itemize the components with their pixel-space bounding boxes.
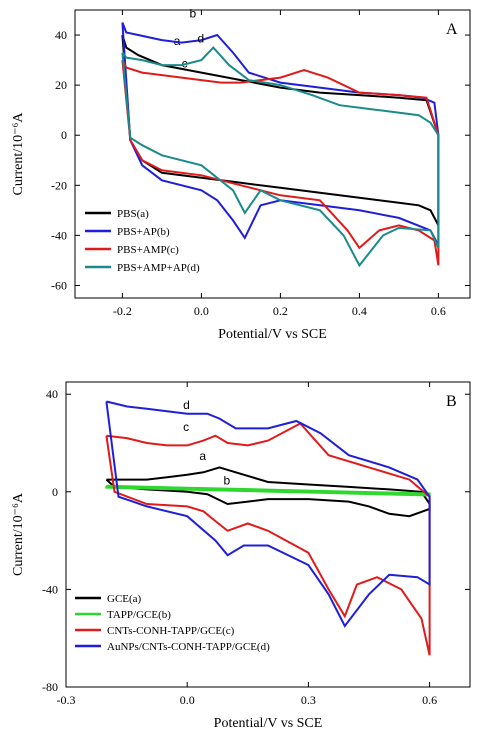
legend-entry: PBS(a) [117,208,149,220]
legend-entry: TAPP/GCE(b) [107,609,171,621]
x-axis-title: Potential/V vs SCE [214,716,323,731]
x-tick-label: 0.3 [301,693,316,707]
plot-frame [74,9,471,299]
plot-frame [65,381,471,688]
x-tick-label: 0.0 [194,304,209,318]
legend-entry: PBS+AMP(c) [117,244,179,256]
panel-label: A [446,21,458,38]
panel-a: -0.2 0.0 0.2 0.4 0.6 -60 -40 -20 0 20 40 Potential/… [11,7,471,342]
series-line-c [121,59,440,266]
curve-label-a: a [199,449,206,463]
y-tick-label: -40 [51,228,67,242]
legend-entry: PBS+AP(b) [117,226,170,238]
series-line-d [105,400,431,628]
curve-label-c: c [183,420,189,434]
y-tick-label: 40 [55,28,67,42]
y-tick-label: 0 [61,128,67,142]
y-tick-label: -60 [51,278,67,292]
y-tick-label: -80 [42,680,58,694]
curve-label-b: b [190,7,197,21]
y-tick-label: 0 [52,485,58,499]
curve-label-d: d [197,32,204,46]
curve-label-d: d [183,398,190,412]
x-tick-label: 0.2 [273,304,288,318]
series-line-a [121,34,440,226]
y-tick-label: -20 [51,178,67,192]
y-axis-title: Current/10⁻⁶A [11,112,26,196]
curve-label-b: b [224,473,231,487]
x-tick-label: 0.6 [422,693,437,707]
x-tick-label: 0.0 [180,693,195,707]
x-tick-label: 0.4 [352,304,367,318]
legend-entry: CNTs-CONH-TAPP/GCE(c) [107,625,235,637]
panel-b: -0.3 0.0 0.3 0.6 -80 -40 0 40 Potential/V vs SCE… [11,381,471,731]
legend-entry: AuNPs/CNTs-CONH-TAPP/GCE(d) [107,641,270,653]
panel-label: B [446,393,457,410]
legend-entry: PBS+AMP+AP(d) [117,262,200,274]
x-axis-title: Potential/V vs SCE [218,327,327,342]
y-tick-label: 20 [55,78,67,92]
legend-entry: GCE(a) [107,593,142,605]
y-tick-label: 40 [46,387,58,401]
x-tick-label: -0.3 [57,693,76,707]
series-line-d [121,46,440,268]
y-axis-title: Current/10⁻⁶A [11,492,26,576]
y-tick-label: -40 [42,582,58,596]
series-line-c [105,422,431,656]
x-tick-label: -0.2 [113,304,132,318]
series-line-b [121,22,440,246]
x-tick-label: 0.6 [431,304,446,318]
